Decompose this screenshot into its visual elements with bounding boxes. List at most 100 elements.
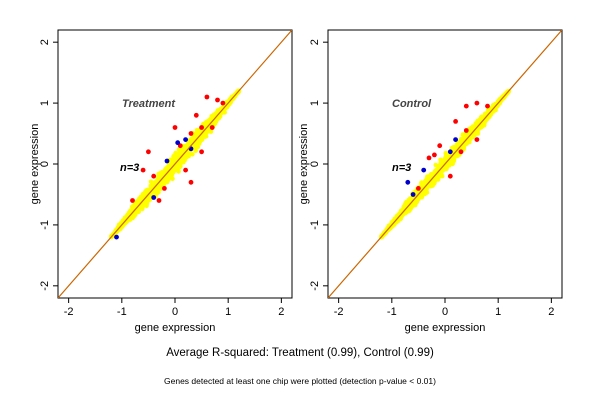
x-axis-label: gene expression (405, 322, 486, 334)
data-point (405, 179, 411, 185)
data-point (220, 100, 226, 106)
x-tick-label: -2 (64, 306, 74, 318)
cloud-point (424, 190, 429, 196)
y-tick-label: 0 (309, 161, 321, 167)
data-point (140, 167, 146, 173)
cloud-point (437, 173, 443, 179)
x-tick-label: -1 (387, 306, 397, 318)
x-tick-label: 2 (278, 306, 284, 318)
cloud-point (423, 179, 428, 185)
data-point (447, 149, 453, 155)
data-point (146, 149, 151, 155)
y-tick-label: -2 (309, 281, 321, 291)
data-point (183, 167, 189, 173)
cloud-point (433, 162, 439, 168)
x-tick-label: -2 (334, 306, 344, 318)
data-point (156, 198, 162, 203)
sample-count-label: n=3 (392, 162, 411, 174)
cloud-point (449, 145, 455, 151)
cloud-point (197, 134, 202, 140)
identity-line (58, 30, 292, 298)
cloud-point (486, 107, 491, 113)
data-point (114, 234, 119, 240)
sample-count-label: n=3 (120, 162, 139, 174)
data-point (193, 112, 199, 118)
x-tick-label: 1 (225, 306, 231, 318)
data-point (188, 179, 194, 185)
data-point (416, 186, 421, 191)
data-point (175, 140, 181, 146)
data-point (199, 149, 205, 155)
data-point (188, 131, 194, 136)
x-tick-label: -1 (117, 306, 127, 318)
x-tick-label: 1 (495, 306, 501, 318)
data-point (421, 167, 427, 173)
cloud-point (204, 130, 209, 135)
footnote: Genes detected at least one chip were pl… (164, 376, 436, 386)
y-tick-label: -2 (39, 281, 51, 291)
y-tick-label: 1 (39, 100, 51, 106)
identity-line (328, 30, 562, 298)
data-point (447, 173, 453, 179)
points-layer (58, 30, 292, 298)
cloud-point (146, 197, 152, 203)
data-point (151, 195, 157, 200)
data-point (215, 97, 220, 103)
data-point (474, 137, 480, 143)
data-point (463, 103, 469, 109)
data-point (209, 125, 215, 130)
cloud-point (402, 202, 408, 207)
y-tick-label: -1 (309, 220, 321, 230)
y-tick-label: -1 (39, 220, 51, 230)
x-tick-label: 0 (442, 306, 448, 318)
y-axis: -2 -1 0 1 2 (309, 39, 328, 291)
cloud-point (161, 170, 167, 176)
y-tick-label: 0 (39, 161, 51, 167)
data-point (458, 149, 464, 155)
x-tick-label: 2 (548, 306, 554, 318)
cloud-point (151, 191, 156, 197)
panel-title: Treatment (122, 98, 176, 110)
data-point (199, 125, 205, 130)
data-point (410, 192, 416, 197)
data-point (437, 143, 443, 149)
y-tick-label: 2 (309, 39, 321, 45)
cloud-point (193, 146, 198, 151)
data-point (130, 198, 135, 203)
data-point (453, 137, 458, 143)
cloud-point (439, 161, 445, 167)
data-point (172, 125, 178, 130)
data-point (204, 94, 210, 100)
cloud-point (202, 134, 208, 139)
cloud-point (487, 114, 492, 120)
y-axis-label: gene expression (298, 124, 310, 205)
y-tick-label: 2 (39, 39, 51, 45)
data-point (164, 158, 170, 164)
data-point (485, 103, 490, 109)
x-axis: -2 -1 0 1 2 (334, 298, 554, 318)
treatment-panel: -2 -1 0 1 2 -2 -1 0 1 2 Treatment n=3 gene expre… (29, 29, 293, 334)
cloud-point (191, 141, 197, 146)
cloud-point (480, 119, 486, 124)
x-axis: -2 -1 0 1 2 (64, 298, 284, 318)
x-axis-label: gene expression (135, 322, 216, 334)
data-point (432, 152, 437, 158)
data-point (151, 173, 157, 179)
cloud-point (474, 129, 479, 134)
r-squared-caption: Average R-squared: Treatment (0.99), Con… (166, 347, 434, 359)
data-point (426, 155, 432, 161)
cloud-point (443, 155, 448, 161)
control-panel: -2 -1 0 1 2 -2 -1 0 1 2 Control n=3 gene express… (298, 29, 563, 334)
data-point (453, 119, 458, 124)
y-axis-label: gene expression (29, 124, 41, 205)
points-layer (328, 30, 562, 298)
cloud-point (412, 201, 417, 207)
data-point (183, 137, 189, 143)
cloud-point (161, 179, 166, 184)
panel-title: Control (392, 98, 432, 110)
y-tick-label: 1 (309, 100, 321, 106)
data-point (463, 128, 469, 133)
cloud-point (197, 130, 202, 135)
data-point (162, 186, 167, 191)
